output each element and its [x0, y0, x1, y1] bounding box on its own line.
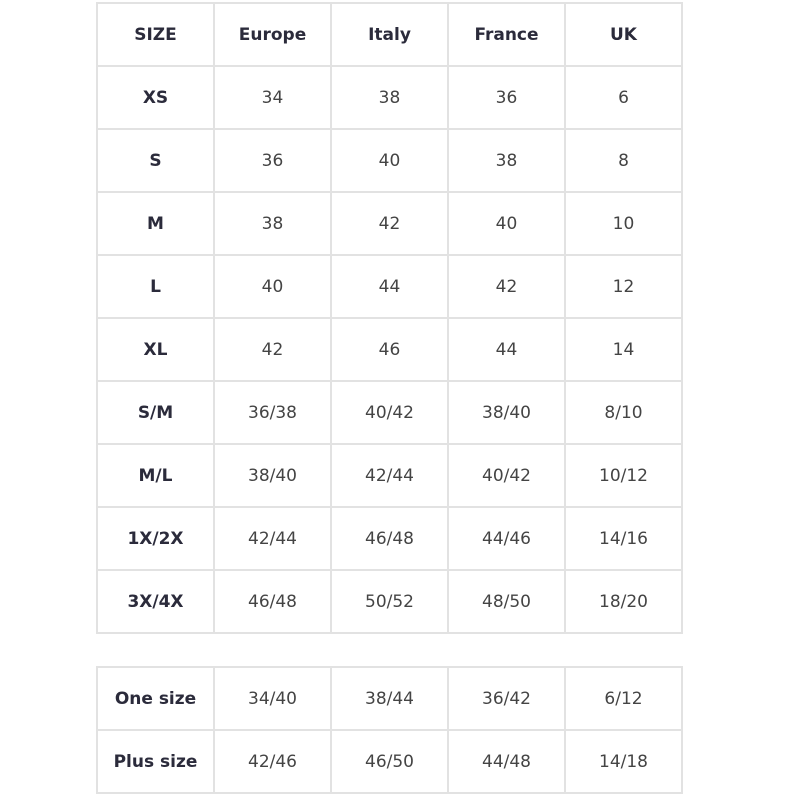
- table-row: Plus size 42/46 46/50 44/48 14/18: [96, 729, 683, 794]
- table-cell: 8/10: [564, 380, 683, 445]
- table-row: 3X/4X 46/48 50/52 48/50 18/20: [96, 569, 683, 634]
- table-row: L 40 44 42 12: [96, 254, 683, 319]
- size-label-cell: One size: [96, 666, 215, 731]
- column-header: France: [447, 2, 566, 67]
- table-cell: 42: [213, 317, 332, 382]
- table-cell: 38: [330, 65, 449, 130]
- table-cell: 36: [447, 65, 566, 130]
- table-cell: 44: [447, 317, 566, 382]
- table-cell: 36/42: [447, 666, 566, 731]
- table-cell: 40/42: [447, 443, 566, 508]
- table-row: XS 34 38 36 6: [96, 65, 683, 130]
- table-row: S 36 40 38 8: [96, 128, 683, 193]
- table-cell: 34/40: [213, 666, 332, 731]
- size-label-cell: M/L: [96, 443, 215, 508]
- table-cell: 36: [213, 128, 332, 193]
- table-cell: 38/40: [213, 443, 332, 508]
- table-cell: 10/12: [564, 443, 683, 508]
- table-cell: 40/42: [330, 380, 449, 445]
- table-cell: 44/46: [447, 506, 566, 571]
- size-label-cell: 3X/4X: [96, 569, 215, 634]
- table-cell: 38/40: [447, 380, 566, 445]
- table-cell: 42/44: [213, 506, 332, 571]
- table-cell: 18/20: [564, 569, 683, 634]
- size-label-cell: 1X/2X: [96, 506, 215, 571]
- table-cell: 40: [213, 254, 332, 319]
- table-cell: 14: [564, 317, 683, 382]
- table-cell: 42: [330, 191, 449, 256]
- size-label-cell: XL: [96, 317, 215, 382]
- table-cell: 46/48: [213, 569, 332, 634]
- table-cell: 14/18: [564, 729, 683, 794]
- table-cell: 12: [564, 254, 683, 319]
- table-cell: 6: [564, 65, 683, 130]
- column-header: SIZE: [96, 2, 215, 67]
- table-cell: 46: [330, 317, 449, 382]
- table-cell: 42/46: [213, 729, 332, 794]
- table-cell: 6/12: [564, 666, 683, 731]
- table-cell: 46/50: [330, 729, 449, 794]
- size-label-cell: Plus size: [96, 729, 215, 794]
- column-header: Europe: [213, 2, 332, 67]
- table-cell: 34: [213, 65, 332, 130]
- table-cell: 44: [330, 254, 449, 319]
- column-header: UK: [564, 2, 683, 67]
- size-label-cell: M: [96, 191, 215, 256]
- size-chart-table: SIZE Europe Italy France UK XS 34 38 36 6 S 36 40 38…: [96, 2, 683, 634]
- table-cell: 10: [564, 191, 683, 256]
- table-cell: 44/48: [447, 729, 566, 794]
- table-cell: 40: [330, 128, 449, 193]
- table-header-row: SIZE Europe Italy France UK: [96, 2, 683, 67]
- extra-sizes-table: One size 34/40 38/44 36/42 6/12 Plus size 42/4…: [96, 666, 683, 794]
- table-cell: 42: [447, 254, 566, 319]
- table-cell: 42/44: [330, 443, 449, 508]
- column-header: Italy: [330, 2, 449, 67]
- table-row: One size 34/40 38/44 36/42 6/12: [96, 666, 683, 731]
- table-cell: 48/50: [447, 569, 566, 634]
- size-label-cell: XS: [96, 65, 215, 130]
- size-label-cell: L: [96, 254, 215, 319]
- table-row: M 38 42 40 10: [96, 191, 683, 256]
- table-cell: 38/44: [330, 666, 449, 731]
- table-cell: 38: [213, 191, 332, 256]
- table-row: 1X/2X 42/44 46/48 44/46 14/16: [96, 506, 683, 571]
- table-cell: 38: [447, 128, 566, 193]
- table-cell: 40: [447, 191, 566, 256]
- table-row: M/L 38/40 42/44 40/42 10/12: [96, 443, 683, 508]
- size-label-cell: S/M: [96, 380, 215, 445]
- table-row: XL 42 46 44 14: [96, 317, 683, 382]
- table-cell: 8: [564, 128, 683, 193]
- table-cell: 14/16: [564, 506, 683, 571]
- table-row: S/M 36/38 40/42 38/40 8/10: [96, 380, 683, 445]
- size-label-cell: S: [96, 128, 215, 193]
- table-cell: 46/48: [330, 506, 449, 571]
- table-cell: 50/52: [330, 569, 449, 634]
- table-cell: 36/38: [213, 380, 332, 445]
